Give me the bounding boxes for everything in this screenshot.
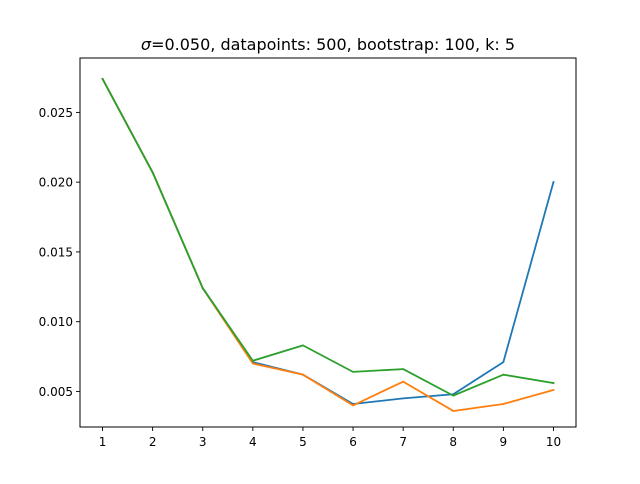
series-1-point: [402, 397, 405, 400]
chart-title-rest: =0.050, datapoints: 500, bootstrap: 100,…: [151, 35, 515, 54]
series-3-point: [251, 359, 254, 362]
x-tick-label: 1: [99, 435, 107, 449]
x-tick-label: 7: [399, 435, 407, 449]
plot-frame: [79, 57, 577, 428]
ticks-layer: 1 2 3 4 5 6 7 8 9 10 0.005 0.010 0.015 0.020 0.025: [39, 106, 561, 449]
x-tick-label: 4: [249, 435, 257, 449]
x-tick-label: 3: [199, 435, 207, 449]
y-tick-label: 0.025: [39, 106, 73, 120]
series-2-point: [302, 373, 304, 376]
series-3-point: [352, 370, 354, 373]
y-tick-label: 0.010: [39, 315, 73, 329]
series-3-point: [552, 382, 555, 384]
x-tick-label: 8: [449, 435, 457, 449]
series-3-point: [502, 373, 505, 376]
series-3-point: [452, 394, 455, 397]
series-2-point: [552, 389, 555, 391]
y-tick-label: 0.020: [39, 176, 73, 190]
series-2-point: [251, 362, 254, 365]
chart-title-sigma: σ: [141, 35, 152, 54]
chart-title: σ=0.050, datapoints: 500, bootstrap: 100…: [141, 35, 515, 54]
series-2-point: [502, 403, 505, 405]
series-2-point: [402, 380, 405, 383]
series-layer: [101, 77, 555, 412]
x-tick-label: 9: [500, 435, 508, 449]
series-2-point: [452, 410, 455, 412]
x-tick-label: 10: [546, 435, 561, 449]
series-3-point: [302, 344, 304, 347]
series-1-point: [552, 181, 555, 184]
x-tick-label: 5: [299, 435, 307, 449]
series-3-point: [201, 287, 204, 290]
series-line-3: [101, 77, 555, 397]
series-3-point: [101, 78, 104, 80]
x-tick-label: 6: [349, 435, 357, 449]
series-3-point: [151, 171, 154, 174]
series-3-point: [402, 368, 405, 370]
y-tick-label: 0.015: [39, 245, 73, 259]
series-1-point: [502, 361, 505, 364]
x-tick-label: 2: [149, 435, 157, 449]
y-tick-label: 0.005: [39, 385, 73, 399]
series-2-point: [352, 404, 354, 407]
